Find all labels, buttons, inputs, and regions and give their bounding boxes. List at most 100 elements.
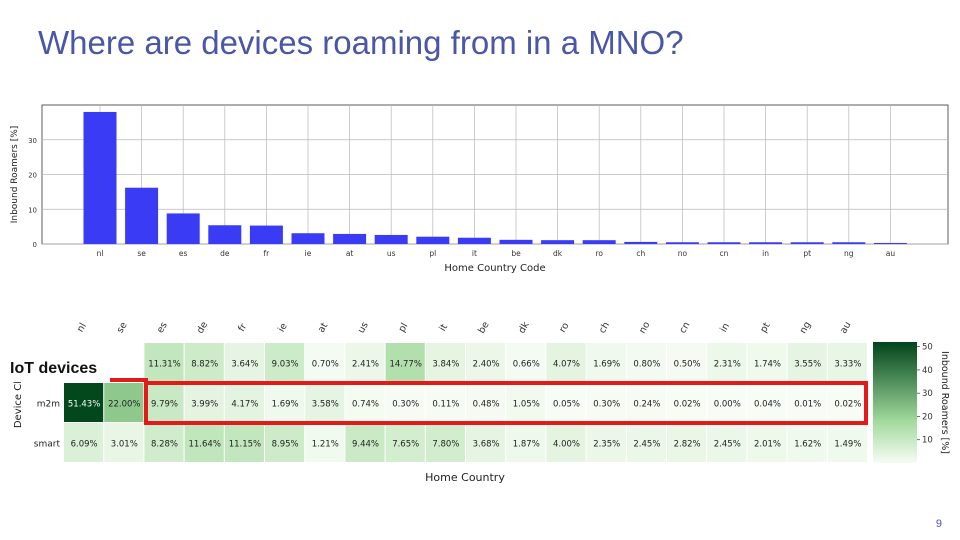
- cell-value-label: 7.80%: [432, 440, 459, 450]
- y-tick-label: 10: [28, 206, 37, 214]
- heatmap-cell: [707, 343, 747, 382]
- heatmap-cell: [184, 423, 224, 462]
- cell-value-label: 7.65%: [392, 440, 419, 450]
- heatmap-cell: [224, 423, 264, 462]
- cell-value-label: 3.55%: [794, 360, 821, 370]
- x-tick-label: be: [511, 249, 521, 258]
- cell-value-label: 2.01%: [754, 440, 781, 450]
- slide-title: Where are devices roaming from in a MNO?: [38, 24, 684, 61]
- x-tick-label: us: [387, 249, 396, 258]
- x-tick-label: pt: [803, 249, 811, 258]
- cell-value-label: 3.64%: [231, 360, 258, 370]
- colorbar-label: Inbound Roamers [%]: [939, 351, 950, 454]
- heatmap-cell: [546, 423, 586, 462]
- heatmap-cell: [466, 343, 506, 382]
- heatmap-cell: [144, 423, 184, 462]
- cell-value-label: 0.00%: [714, 400, 741, 410]
- cell-value-label: 0.66%: [513, 360, 540, 370]
- colorbar-tick-label: 40: [922, 366, 933, 376]
- heatmap-cell: [184, 343, 224, 382]
- heatmap-cell: [64, 423, 104, 462]
- cell-value-label: 3.58%: [312, 400, 339, 410]
- heatmap-cell: [305, 383, 345, 422]
- heatmap-cell: [787, 383, 827, 422]
- cell-value-label: 8.28%: [151, 440, 178, 450]
- heatmap-cell: [506, 343, 546, 382]
- cell-value-label: 1.87%: [513, 440, 540, 450]
- heatmap-cell: [707, 383, 747, 422]
- x-tick-label: de: [220, 249, 230, 258]
- y-tick-label: 0: [33, 241, 37, 249]
- column-label: ng: [798, 320, 814, 336]
- cell-value-label: 0.30%: [392, 400, 419, 410]
- heatmap-cell: [224, 343, 264, 382]
- column-label: pl: [397, 321, 411, 334]
- cell-value-label: 9.79%: [151, 400, 178, 410]
- heatmap-cell: [265, 343, 305, 382]
- heatmap-cell: [506, 423, 546, 462]
- x-tick-label: ch: [636, 249, 645, 258]
- y-tick-label: 20: [28, 172, 37, 180]
- cell-value-label: 2.40%: [473, 360, 500, 370]
- cell-value-label: 0.70%: [312, 360, 339, 370]
- bar-at: [333, 233, 367, 244]
- heatmap-cell: [466, 423, 506, 462]
- x-tick-label: cn: [720, 249, 729, 258]
- x-tick-label: it: [472, 249, 477, 258]
- heatmap-cell: [667, 383, 707, 422]
- column-label: in: [718, 321, 732, 334]
- column-label: se: [115, 320, 130, 335]
- bar-es: [166, 213, 200, 244]
- bar-ie: [291, 233, 325, 244]
- heatmap-cell: [747, 423, 787, 462]
- heatmap-cell: [104, 423, 144, 462]
- cell-value-label: 4.00%: [553, 440, 580, 450]
- bar-cn: [707, 242, 741, 244]
- bar-chart: 0 10 20 30 nl se es de fr ie at us pl it be dk ro ch no cn i…: [10, 104, 949, 274]
- x-tick-label: se: [137, 249, 146, 258]
- column-label: us: [356, 320, 371, 335]
- heatmap-cell: [667, 343, 707, 382]
- heatmap-cell: [425, 423, 465, 462]
- bar-au: [873, 242, 907, 244]
- cell-value-label: 0.74%: [352, 400, 379, 410]
- colorbar-tick-label: 10: [922, 436, 933, 446]
- column-label: ie: [276, 321, 290, 334]
- heatmap-cell: [385, 383, 425, 422]
- x-tick-label: in: [762, 249, 769, 258]
- column-label: dk: [516, 320, 532, 336]
- heatmap-chart: nl se es de fr ie at us pl it be dk ro ch no cn in pt ng au…: [13, 320, 950, 484]
- column-label: fr: [236, 322, 249, 334]
- heatmap-cell: [626, 383, 666, 422]
- heatmap-cell: [345, 343, 385, 382]
- x-axis-label: Home Country: [425, 471, 505, 484]
- colorbar-tick-label: 20: [922, 412, 933, 422]
- heatmap-cell: [425, 383, 465, 422]
- cell-value-label: 2.45%: [714, 440, 741, 450]
- x-tick-label: fr: [264, 249, 271, 258]
- heatmap-cell: [104, 383, 144, 422]
- cell-value-label: 2.82%: [674, 440, 701, 450]
- bar-no: [665, 242, 699, 244]
- cell-value-label: 1.05%: [513, 400, 540, 410]
- cell-value-label: 6.09%: [71, 440, 98, 450]
- bar-it: [457, 237, 491, 244]
- column-label: es: [155, 320, 170, 335]
- bar-fr: [249, 225, 283, 244]
- cell-value-label: 0.48%: [473, 400, 500, 410]
- column-label: ro: [557, 321, 571, 335]
- heatmap-cell: [667, 423, 707, 462]
- x-tick-label: at: [346, 249, 354, 258]
- bar-pt: [790, 242, 824, 244]
- heatmap-cell: [385, 343, 425, 382]
- column-label: au: [838, 320, 853, 336]
- heatmap-cell: [787, 343, 827, 382]
- heatmap-cell: [827, 383, 867, 422]
- cell-value-label: 11.31%: [148, 360, 180, 370]
- column-label: de: [195, 320, 211, 336]
- heatmap-cell: [546, 383, 586, 422]
- column-label: nl: [75, 321, 89, 334]
- heatmap-cell: [345, 383, 385, 422]
- row-label: m2m: [37, 400, 60, 410]
- y-axis-label: Inbound Roamers [%]: [10, 126, 20, 224]
